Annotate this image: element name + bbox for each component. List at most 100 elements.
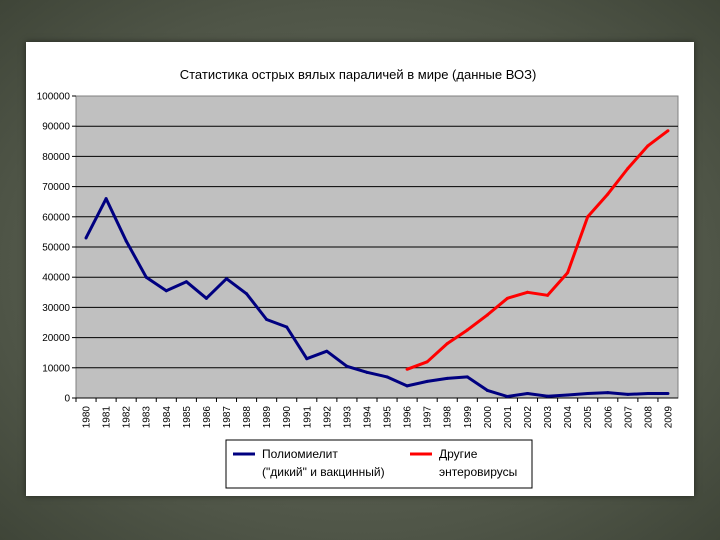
x-tick-label: 1986: [202, 406, 213, 429]
legend: Полиомиелит ("дикий" и вакцинный) Другие…: [225, 439, 533, 489]
polio-point-2001: [505, 394, 509, 398]
enterovirus-point-2009: [666, 129, 670, 133]
y-tick-label: 40000: [42, 273, 70, 284]
x-tick-label: 2000: [483, 406, 494, 429]
enterovirus-point-2007: [626, 166, 630, 170]
legend-label-polio-line1: Полиомиелит: [262, 447, 338, 461]
y-tick-label: 20000: [42, 333, 70, 344]
polio-point-2002: [526, 391, 529, 395]
x-tick-label: 1991: [302, 406, 313, 429]
polio-point-2008: [646, 391, 650, 395]
enterovirus-point-2008: [646, 144, 650, 148]
x-tick-label: 1996: [403, 406, 414, 429]
series-line-polio: [84, 197, 668, 398]
polio-point-1990: [285, 325, 289, 329]
x-tick-label: 2003: [543, 406, 554, 429]
x-tick-label: 1988: [242, 406, 253, 429]
x-tick-label: 1992: [322, 406, 333, 429]
y-tick-label: 50000: [42, 243, 70, 254]
slide-frame: Статистика острых вялых параличей в мире…: [26, 42, 694, 496]
x-axis: 1980 1981 1982 1983 1984 1985 1986 1987 1988 1989…: [75, 397, 678, 429]
enterovirus-point-1997: [425, 360, 429, 364]
polio-point-1986: [204, 296, 208, 300]
polio-point-1987: [225, 277, 228, 281]
x-tick-label: 1987: [222, 406, 233, 429]
legend-label-polio-line2: ("дикий" и вакцинный): [262, 465, 385, 479]
x-tick-label: 1994: [362, 406, 373, 429]
x-tick-label: 2005: [583, 406, 594, 429]
x-tick-label: 1989: [262, 406, 273, 429]
x-tick-label: 1981: [102, 406, 113, 429]
y-tick-label: 30000: [42, 303, 70, 314]
polio-point-1981: [104, 197, 108, 201]
x-tick-label: 1982: [122, 406, 133, 429]
x-tick-label: 2009: [663, 406, 674, 429]
polio-point-1985: [184, 280, 188, 284]
x-tick-label: 1997: [423, 406, 434, 429]
enterovirus-point-2004: [566, 271, 570, 275]
x-tick-label: 2001: [503, 406, 514, 429]
polio-point-1997: [425, 379, 429, 383]
legend-label-enterovirus-line1: Другие: [439, 447, 478, 461]
x-tick-label: 1995: [383, 406, 394, 429]
polio-point-1998: [445, 376, 449, 380]
polio-point-2004: [566, 393, 570, 397]
y-tick-label: 0: [64, 394, 70, 405]
polio-point-1994: [365, 370, 369, 374]
x-tick-label: 2008: [643, 406, 654, 429]
polio-point-1992: [325, 349, 329, 353]
polio-point-1989: [265, 317, 269, 321]
polio-point-1991: [305, 357, 309, 361]
x-tick-label: 1999: [463, 406, 474, 429]
enterovirus-point-2005: [586, 215, 590, 219]
x-tick-label: 2006: [603, 406, 614, 429]
polio-point-1988: [245, 292, 249, 296]
enterovirus-point-1996: [405, 367, 409, 371]
polio-point-1999: [465, 375, 469, 379]
y-tick-label: 70000: [42, 182, 70, 193]
chart-title: Статистика острых вялых параличей в мире…: [180, 67, 537, 82]
polio-point-1983: [144, 275, 148, 279]
y-tick-label: 100000: [37, 92, 71, 103]
polio-point-1980: [84, 236, 88, 240]
enterovirus-point-2002: [526, 290, 529, 294]
enterovirus-point-2003: [546, 293, 550, 297]
x-tick-label: 2002: [523, 406, 534, 429]
polio-point-2003: [546, 394, 550, 398]
enterovirus-point-2000: [485, 313, 489, 317]
x-tick-label: 2007: [623, 406, 634, 429]
chart: Статистика острых вялых параличей в мире…: [37, 67, 679, 489]
gridlines: [76, 125, 678, 369]
x-tick-label: 1984: [162, 406, 173, 429]
y-tick-label: 10000: [42, 363, 70, 374]
polio-point-2006: [606, 391, 610, 395]
series-lines: [84, 129, 670, 398]
enterovirus-point-2006: [606, 192, 610, 196]
y-tick-label: 90000: [42, 122, 70, 133]
polio-point-2009: [666, 391, 670, 395]
series-line-enterovirus: [406, 129, 669, 371]
polio-point-2000: [485, 388, 489, 392]
x-tick-label: 1983: [142, 406, 153, 429]
polio-point-1993: [345, 364, 349, 368]
polio-point-1982: [124, 239, 128, 243]
polio-point-2005: [586, 391, 590, 395]
x-tick-label: 1993: [342, 406, 353, 429]
x-tick-label: 1980: [82, 406, 93, 429]
enterovirus-point-1999: [465, 328, 469, 332]
legend-box: [225, 439, 533, 489]
enterovirus-point-1998: [445, 342, 449, 346]
x-tick-label: 2004: [563, 406, 574, 429]
polio-point-2007: [626, 392, 630, 396]
y-tick-label: 80000: [42, 152, 70, 163]
legend-label-enterovirus-line2: энтеровирусы: [439, 465, 517, 479]
polio-point-1996: [405, 384, 409, 388]
x-tick-label: 1990: [282, 406, 293, 429]
x-tick-label: 1998: [443, 406, 454, 429]
x-tick-label: 1985: [182, 406, 193, 429]
y-axis: 0 10000 20000 30000 40000 50000 60000 70000 8000…: [37, 92, 76, 405]
polio-point-1984: [164, 289, 168, 293]
y-tick-label: 60000: [42, 212, 70, 223]
enterovirus-point-2001: [505, 296, 509, 300]
polio-point-1995: [385, 375, 389, 379]
